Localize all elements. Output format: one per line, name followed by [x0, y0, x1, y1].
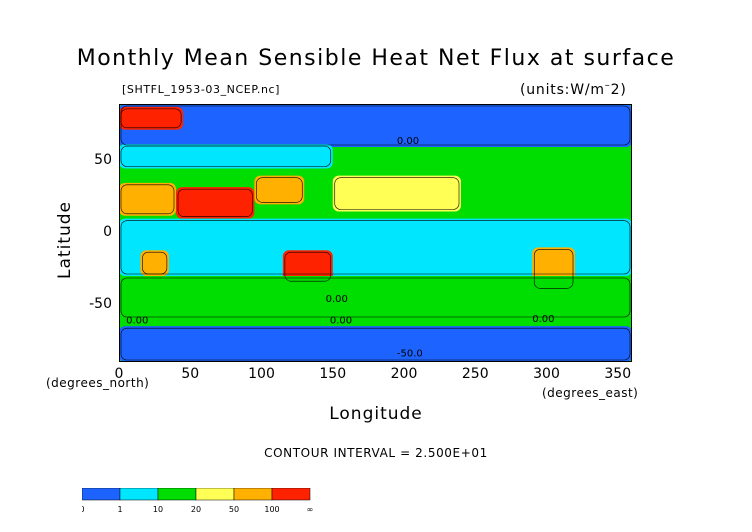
y-tick-label: -50: [89, 295, 112, 312]
x-tick-label: 350: [604, 366, 632, 382]
x-tick-label: 200: [390, 366, 418, 382]
y-axis-label: Latitude: [54, 201, 75, 279]
contour-label: 0.00: [330, 315, 352, 326]
contour-line: [120, 145, 332, 167]
colorbar-label: 50: [229, 505, 239, 514]
heatmap-plot: 0.00 0.00 0.00 0.00 0.00 -50.0: [119, 104, 632, 362]
contour-interval: CONTOUR INTERVAL = 2.500E+01: [264, 446, 488, 460]
dataset-label: [SHTFL_1953-03_NCEP.nc]: [122, 83, 281, 96]
plot-frame: [119, 104, 632, 362]
colorbar-swatch: [233, 488, 273, 501]
contour-line: [120, 184, 175, 215]
contour-label: 0.00: [397, 136, 419, 147]
contour-line: [284, 251, 332, 282]
x-unit-label: (degrees_east): [542, 386, 639, 400]
contour-lines: [120, 105, 631, 361]
x-tick-label: 0: [114, 366, 124, 382]
heatmap-region: [140, 250, 169, 276]
colorbar-label: 10: [153, 505, 163, 514]
contour-label: 0.00: [126, 315, 148, 326]
colorbar-label: ∞: [307, 505, 314, 514]
colorbar-swatch: [271, 488, 311, 501]
y-tick-label: 50: [94, 152, 112, 169]
contour-labels: 0.00 0.00 0.00 0.00 0.00 -50.0: [126, 136, 554, 359]
x-tick-label: 100: [248, 366, 275, 382]
heatmap-region: [119, 276, 632, 319]
contour-line: [120, 108, 182, 129]
contour-label: -50.0: [397, 348, 423, 359]
heatmap-region: [332, 175, 461, 212]
heatmap-region: [119, 106, 184, 130]
x-tick-label: 50: [181, 366, 200, 382]
heatmap-region: [119, 326, 632, 362]
colorbar-swatch: [119, 488, 159, 501]
contour-line: [142, 251, 168, 275]
colorbar-swatch: [195, 488, 235, 501]
contour-line: [177, 188, 253, 217]
heatmap-region: [119, 144, 333, 169]
contour-line: [120, 327, 631, 361]
colorbar-swatch: [157, 488, 197, 501]
heatmap-region: [119, 218, 632, 276]
contour-label: 0.00: [326, 294, 348, 305]
x-tick-label: 250: [461, 366, 489, 382]
y-unit-label: (degrees_north): [46, 376, 150, 390]
colorbar-swatch: [82, 488, 121, 501]
contour-line: [256, 177, 303, 203]
heatmap-region: [176, 187, 255, 219]
colorbar-label: 100: [264, 505, 279, 514]
contour-line: [120, 105, 631, 146]
heatmap-region: [119, 182, 176, 216]
heatmap-fields: [119, 104, 632, 362]
contour-line: [120, 220, 631, 275]
contour-line: [533, 249, 574, 289]
colorbar-label: 1: [117, 505, 122, 514]
units-label: (units:W/m–2): [520, 80, 627, 98]
colorbar-label: 20: [191, 505, 201, 514]
colorbar-label: 0: [82, 505, 85, 514]
contour-line: [334, 177, 460, 210]
heatmap-region: [119, 104, 632, 147]
x-tick-label: 300: [533, 366, 560, 382]
heatmap-region: [282, 250, 333, 284]
colorbar: 0 1 10 20 50 100 ∞: [82, 488, 314, 514]
contour-label: 0.00: [532, 314, 554, 325]
x-tick-label: 150: [319, 366, 347, 382]
y-tick-label: 0: [103, 224, 112, 240]
contour-line: [120, 277, 631, 318]
chart-title: Monthly Mean Sensible Heat Net Flux at s…: [76, 46, 676, 71]
heatmap-region: [254, 175, 305, 205]
x-axis-label: Longitude: [329, 404, 423, 424]
